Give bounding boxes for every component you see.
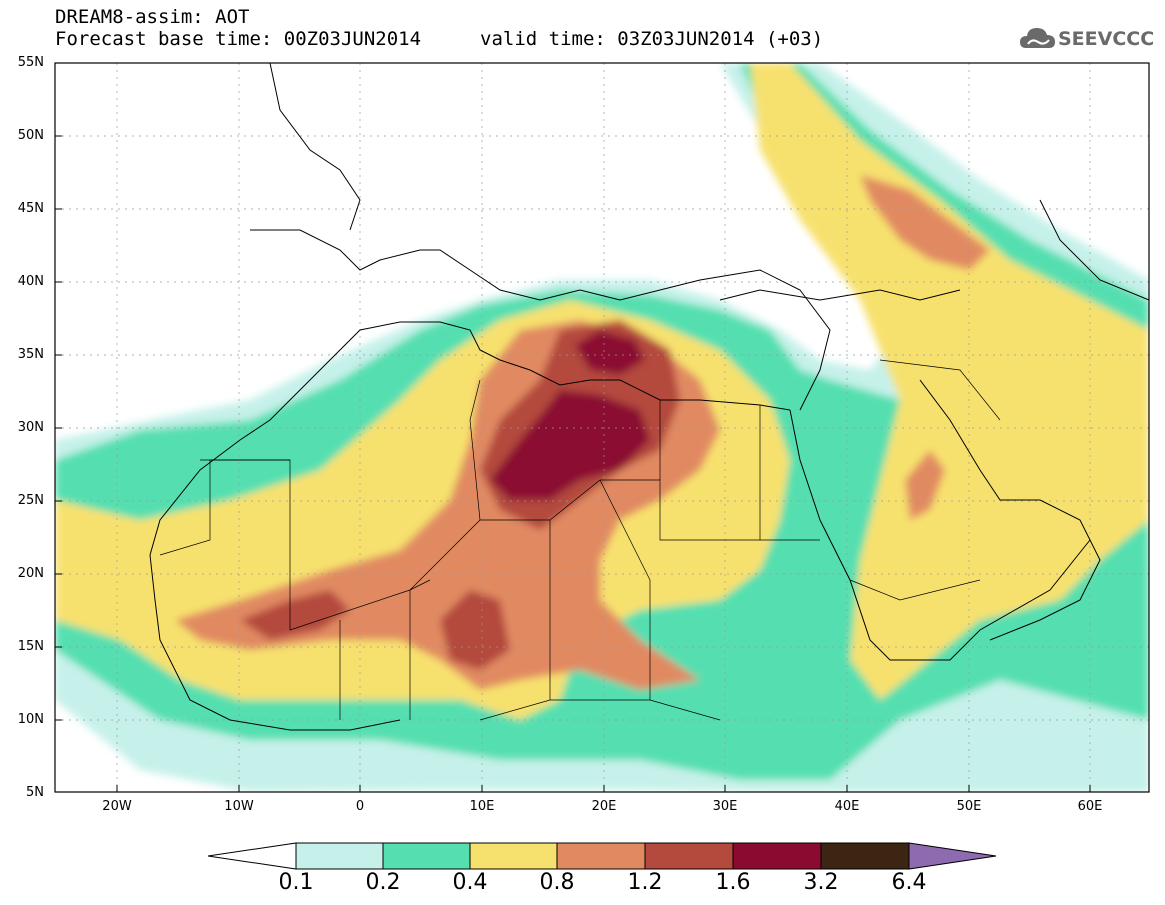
valid-time: valid time: 03Z03JUN2014 (+03) — [480, 28, 824, 50]
colorbar-label: 0.4 — [452, 870, 488, 895]
lat-label: 40N — [17, 274, 44, 289]
axis-ticks — [55, 135, 1091, 792]
colorbar-label: 1.2 — [627, 870, 663, 895]
colorbar-label: 1.6 — [715, 870, 751, 895]
colorbar-0.8 — [556, 842, 646, 870]
logo-text: SEEVCCC — [1058, 28, 1155, 50]
colorbar-label: 0.8 — [539, 870, 575, 895]
lat-label: 15N — [17, 639, 44, 654]
colorbar-0.1 — [295, 842, 384, 870]
lon-label: 30E — [712, 799, 738, 814]
forecast-base-time: Forecast base time: 00Z03JUN2014 — [55, 28, 422, 50]
contour-0.4-east — [750, 63, 1149, 700]
colorbar-below — [207, 842, 297, 870]
lon-label: 20W — [102, 799, 132, 814]
lat-label: 25N — [17, 493, 44, 508]
lon-label: 40E — [834, 799, 860, 814]
lat-label: 45N — [17, 201, 44, 216]
lat-label: 20N — [17, 566, 44, 581]
lon-label: 10E — [469, 799, 495, 814]
lat-label: 35N — [17, 347, 44, 362]
aot-field — [55, 63, 1149, 792]
lon-label: 20E — [591, 799, 617, 814]
colorbar-0.4 — [469, 842, 558, 870]
colorbar-1.6 — [732, 842, 822, 870]
colorbar-above — [908, 842, 997, 870]
colorbar-label: 6.4 — [891, 870, 927, 895]
colorbar-1.2 — [644, 842, 734, 870]
colorbar-label: 0.2 — [365, 870, 401, 895]
lon-label: 0 — [355, 799, 365, 814]
lon-label: 60E — [1077, 799, 1103, 814]
lon-label: 10W — [224, 799, 254, 814]
colorbar-label: 0.1 — [278, 870, 314, 895]
cloud-icon — [1020, 28, 1055, 48]
lat-label: 5N — [26, 785, 44, 800]
lon-label: 50E — [956, 799, 982, 814]
lat-label: 50N — [17, 128, 44, 143]
contour-1.6-b — [575, 330, 645, 375]
contour-1.2 — [240, 590, 350, 640]
colorbar-3.2 — [820, 842, 910, 870]
lat-label: 10N — [17, 712, 44, 727]
contour-0.8-arabia — [905, 450, 945, 520]
lat-label: 30N — [17, 420, 44, 435]
lat-label: 55N — [17, 55, 44, 70]
contour-1.6 — [490, 390, 650, 500]
graticule — [55, 63, 1149, 792]
political-borders — [159, 359, 1001, 721]
seevccc-logo: SEEVCCC — [1018, 22, 1158, 56]
colorbar-0.2 — [382, 842, 471, 870]
map-title: DREAM8-assim: AOT — [55, 6, 250, 28]
colorbar-label: 3.2 — [803, 870, 839, 895]
contour-1.2-b — [440, 590, 510, 670]
coastlines — [149, 63, 1149, 731]
contour-0.8-east — [860, 175, 990, 270]
colorbar — [207, 842, 997, 870]
